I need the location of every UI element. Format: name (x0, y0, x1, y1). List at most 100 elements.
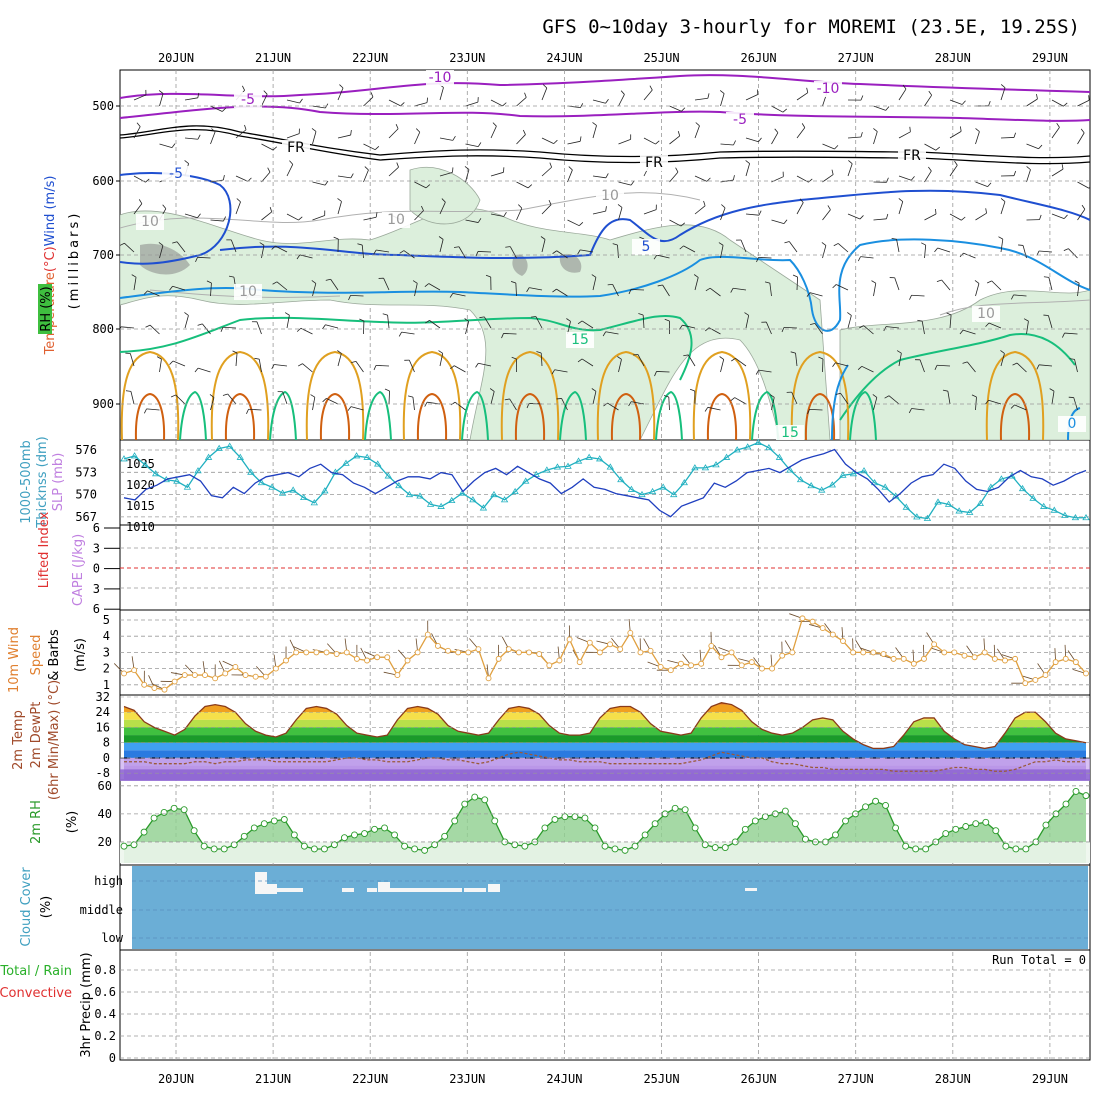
wind-barb-flag (756, 257, 759, 263)
wind-barb-flag (449, 293, 454, 298)
wind-barb (556, 288, 568, 297)
rh2m-series-point (140, 828, 148, 836)
wind-barb (694, 205, 706, 215)
rh2m-series-point (461, 800, 469, 808)
cloud-gap (488, 884, 500, 892)
wind-barb-flag (272, 146, 278, 151)
wind-barb (147, 290, 160, 297)
wind-barb (975, 283, 980, 297)
upper-air-plot: -10 -10 -5 -5 FR FR FR -5 5 10 10 10 10 10 15 15 0 (120, 70, 1090, 440)
wind-barb (124, 242, 135, 253)
wind-speed-series-point (850, 649, 857, 656)
thickness-series-point (881, 483, 889, 490)
thickness-series-point (479, 504, 488, 511)
wind-barb-flag (827, 205, 831, 210)
thickness-series-point (712, 461, 720, 468)
wind-barb (210, 105, 223, 112)
wind-barb-flag (536, 351, 542, 354)
temp-tick: 8 (103, 736, 110, 750)
wind-barb-flag (511, 356, 517, 360)
wind-barb (669, 135, 680, 145)
thickness-series-point (976, 499, 984, 506)
wind-barb-flag (236, 198, 241, 203)
wind-barb (387, 315, 390, 329)
wind-barb (388, 166, 399, 177)
rh2m-series-point (280, 816, 288, 823)
wind-barb-flag (1010, 294, 1014, 300)
wind-barb-flag (857, 256, 861, 262)
rh2m-series-point (761, 813, 769, 821)
wind-speed-series-point (323, 649, 330, 656)
bottom-date-label: 25JUN (643, 1072, 679, 1086)
wind-barb-flag (703, 200, 706, 206)
wind-barb-flag (333, 236, 339, 240)
contour-10-low (831, 364, 849, 440)
contour-25 (416, 392, 448, 440)
rh2m-series-point (290, 831, 298, 839)
rh2m-series-point (481, 796, 489, 804)
wind-barb (592, 175, 606, 179)
wind-barb (592, 99, 606, 104)
wind-barb-flag (683, 354, 689, 357)
wind-barb (758, 256, 772, 259)
wind-barb (873, 397, 878, 411)
top-date-label: 29JUN (1032, 51, 1068, 65)
temp-band (124, 742, 1086, 751)
thickness-series-point (183, 483, 192, 490)
wind-barb (898, 353, 902, 367)
wind-barb (975, 181, 988, 187)
rh2m-series-point (270, 817, 278, 825)
thickness-series-point (701, 464, 710, 471)
rh2m-series-point (892, 824, 900, 832)
rh2m-series-point (902, 842, 910, 850)
wind-speed-series-point (910, 660, 917, 667)
wind-barb-flag (921, 242, 926, 246)
wind-speed-series-point (1042, 672, 1049, 679)
wind-barb-flag (663, 395, 669, 398)
wind-speed-series-point (991, 655, 998, 662)
rh2m-series-point (982, 818, 990, 826)
wind-barb (795, 353, 798, 367)
wind-barb (184, 97, 198, 101)
wind-speed-series-point (232, 664, 239, 670)
wind-speed-series-point (293, 649, 300, 656)
wind-speed-series-point (779, 652, 786, 659)
wind-barb-flag (1038, 144, 1043, 150)
wind-barb-flag (677, 131, 681, 137)
wind-speed-series-point (333, 651, 340, 657)
rh2m-series-point (701, 841, 709, 849)
wind-barb (745, 213, 759, 216)
thickness-series-point (1018, 484, 1027, 492)
wind-barb-flag (987, 182, 992, 187)
wind-speed-series-point (404, 657, 411, 664)
wind-barb (454, 401, 466, 411)
wind-barb-flag (271, 245, 276, 250)
wind-barb-flag (197, 92, 200, 98)
wind-barb (312, 215, 325, 221)
thickness-series-point (1071, 513, 1080, 521)
wind-barb (873, 218, 887, 221)
wind-barb-flag (310, 394, 316, 398)
wind-barb (439, 353, 444, 367)
thickness-series-point (585, 453, 593, 460)
rh2m-series-point (300, 842, 308, 850)
wind-barb-flag (719, 356, 724, 360)
wind-barb-flag (357, 243, 363, 246)
rh2m-series-point (200, 842, 208, 850)
wind-barb (414, 283, 418, 297)
wind-barb-flag (630, 180, 635, 186)
wind-barb (592, 210, 606, 215)
wind-barb (274, 364, 288, 367)
wind-barb (567, 219, 580, 227)
wind-barb (490, 99, 503, 107)
wind-speed-series-point (445, 647, 451, 654)
wind-barb-flag (510, 281, 516, 284)
thickness-series-point (236, 453, 244, 460)
wind-barb-flag (1023, 318, 1029, 322)
slp-series-line (123, 448, 1087, 518)
wind-barb (286, 213, 299, 221)
wind-barb (412, 397, 415, 411)
wind-barb-flag (1063, 102, 1068, 107)
thickness-series-point (310, 499, 318, 506)
wind-speed-series-point (566, 636, 573, 643)
